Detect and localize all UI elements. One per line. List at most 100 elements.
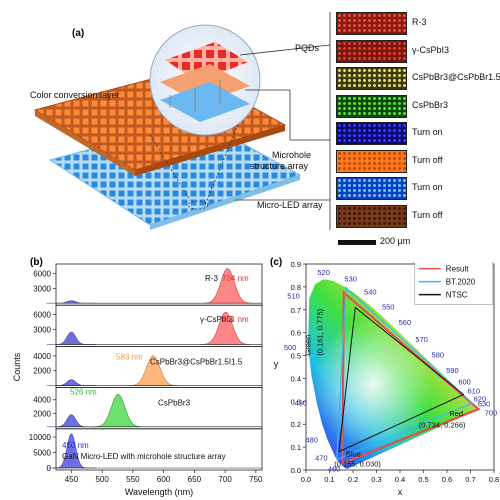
spectrum-label-3: CsPbBr3 (158, 399, 191, 408)
cie-y-tick-label-0.2: 0.2 (291, 420, 301, 429)
spectrum-label-2: CsPbBr3@CsPbBr1.5I1.5 (150, 357, 243, 366)
y-axis-label: Counts (12, 352, 22, 381)
swatch-label-0: R-3 (412, 17, 427, 27)
y-tick-label-2-2000: 2000 (33, 367, 51, 376)
wavelength-label-550: 550 (382, 303, 395, 312)
swatch-label-1: γ-CsPbI3 (412, 44, 450, 55)
swatch-label-7: Turn off (412, 209, 443, 220)
panel-a-letter: (a) (72, 28, 85, 39)
swatch-label-6: Turn on (412, 182, 443, 192)
cie-y-tick-label-0.8: 0.8 (291, 283, 301, 292)
spectrum-peak-3-1 (93, 394, 143, 428)
peak-label-2: 583 nm (116, 352, 143, 361)
cie-x-tick-label-0.8: 0.8 (489, 475, 499, 484)
y-tick-label-3-2000: 2000 (33, 409, 51, 418)
device-illustration (33, 12, 331, 230)
spectrum-label-4: GaN Micro-LED with microhole structure a… (62, 452, 226, 461)
blue-coord: (0.155, 0.030) (334, 460, 381, 469)
y-tick-label-2-4000: 4000 (33, 352, 51, 361)
red-coord: (0.734, 0.266) (419, 421, 466, 430)
swatch-1 (336, 39, 407, 63)
spectrum-peak-3-0 (46, 414, 96, 428)
cie-y-tick-label-0.1: 0.1 (291, 443, 301, 452)
y-tick-label-1-6000: 6000 (33, 311, 51, 320)
scale-bar-label: 200 μm (380, 236, 411, 246)
spectrum-label-1: γ-CsPbI3 (200, 315, 233, 324)
cie-y-axis-label: y (274, 359, 279, 369)
swatch-label-2: CsPbBr3@CsPbBr1.5I1.5 (412, 72, 500, 82)
swatch-2 (336, 67, 407, 90)
cie-x-tick-label-0.0: 0.0 (301, 475, 311, 484)
peak-label-1: 701 nm (222, 315, 249, 324)
wavelength-label-530: 530 (344, 275, 357, 284)
swatch-5 (336, 149, 407, 173)
x-tick-label-550: 550 (126, 475, 140, 484)
swatch-0 (336, 12, 407, 35)
spectrum-frame-4 (55, 428, 263, 471)
cie-chart: 0.0 0.1 0.2 0.3 0.4 0.5 0.6 0.7 0.8 0.0 0.1 0.2 0.3 0… (274, 262, 499, 497)
spectrum-peak-1-0 (46, 331, 96, 345)
panel-b-letter: (b) (30, 257, 43, 268)
cie-y-tick-label-0.6: 0.6 (291, 329, 301, 338)
wavelength-label-500: 500 (284, 343, 297, 352)
legend-label-0: Result (446, 265, 469, 274)
peak-label-4: 450 nm (62, 441, 89, 450)
cie-x-tick-label-0.2: 0.2 (348, 475, 358, 484)
cie-x-tick-label-0.6: 0.6 (442, 475, 452, 484)
cie-x-tick-label-0.7: 0.7 (465, 475, 475, 484)
swatch-label-3: CsPbBr3 (412, 99, 449, 110)
cie-x-tick-label-0.4: 0.4 (395, 475, 405, 484)
pqds-label: PQDs (295, 43, 320, 53)
cie-y-tick-label-0.4: 0.4 (291, 374, 301, 383)
wavelength-label-510: 510 (287, 291, 300, 300)
cie-x-tick-label-0.3: 0.3 (371, 475, 381, 484)
cie-y-tick-label-0.9: 0.9 (291, 262, 301, 269)
y-tick-label-4-5000: 5000 (33, 449, 51, 458)
y-tick-label-0-6000: 6000 (33, 269, 51, 278)
cie-x-tick-label-0.1: 0.1 (324, 475, 334, 484)
wavelength-label-580: 580 (432, 351, 445, 360)
color-conversion-label: Color conversion layer (30, 90, 120, 100)
cie-y-tick-label-0.5: 0.5 (291, 352, 301, 361)
wavelength-label-490: 490 (295, 398, 308, 407)
microhole-label-line1: Microhole (272, 150, 312, 160)
x-tick-label-600: 600 (157, 475, 171, 484)
blue-label: Blue (346, 449, 361, 458)
gamut-1 (336, 286, 474, 461)
x-tick-label-750: 750 (249, 475, 263, 484)
spectrum-peak-2-1 (128, 355, 178, 386)
swatch-label-5: Turn off (412, 154, 443, 165)
wavelength-label-560: 560 (399, 318, 412, 327)
legend-label-1: BT.2020 (446, 278, 476, 287)
wavelength-label-590: 590 (446, 366, 459, 375)
wavelength-label-470: 470 (315, 454, 328, 463)
swatch-6 (336, 177, 407, 200)
y-tick-label-3-4000: 4000 (33, 396, 51, 405)
wavelength-label-460: 460 (328, 464, 341, 473)
panel-c-letter: (c) (270, 257, 283, 268)
green-coord: (0.161, 0.775) (315, 308, 324, 355)
gamut-2 (338, 306, 465, 453)
cie-x-axis-label: x (398, 487, 403, 497)
cie-x-tick-label-0.5: 0.5 (418, 475, 428, 484)
x-tick-label-500: 500 (95, 475, 109, 484)
scale-bar (338, 240, 376, 245)
wavelength-label-610: 610 (468, 387, 481, 396)
legend-label-2: NTSC (446, 291, 468, 300)
spectrum-peak-0-0 (46, 300, 96, 304)
x-tick-label-700: 700 (218, 475, 232, 484)
micro-led-label: Micro-LED array (257, 200, 323, 210)
wavelength-label-600: 600 (458, 378, 471, 387)
wavelength-label-620: 620 (474, 395, 487, 404)
peak-label-0: 704 nm (222, 274, 249, 283)
gamut-0 (341, 290, 481, 465)
x-tick-label-450: 450 (65, 475, 79, 484)
cie-y-tick-label-0.0: 0.0 (291, 466, 301, 475)
wavelength-label-480: 480 (305, 436, 318, 445)
wavelength-label-520: 520 (317, 268, 330, 277)
spectrum-peak-0-1 (202, 268, 253, 304)
swatch-7 (336, 204, 407, 228)
wavelength-label-540: 540 (364, 287, 377, 296)
x-tick-label-650: 650 (188, 475, 202, 484)
